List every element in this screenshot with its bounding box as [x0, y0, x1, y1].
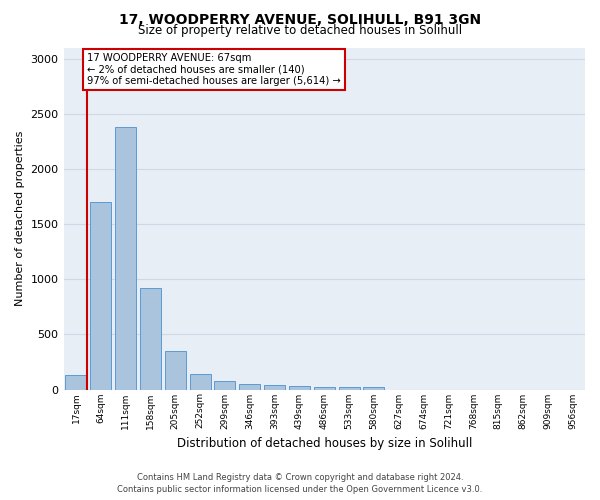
Bar — [90, 202, 112, 390]
Bar — [65, 375, 86, 390]
Text: Contains HM Land Registry data © Crown copyright and database right 2024.
Contai: Contains HM Land Registry data © Crown c… — [118, 472, 482, 494]
Text: 17 WOODPERRY AVENUE: 67sqm
← 2% of detached houses are smaller (140)
97% of semi: 17 WOODPERRY AVENUE: 67sqm ← 2% of detac… — [87, 53, 341, 86]
Bar — [364, 387, 385, 390]
Bar — [115, 127, 136, 390]
Bar — [214, 380, 235, 390]
Bar — [140, 288, 161, 390]
Bar — [338, 388, 359, 390]
Bar — [239, 384, 260, 390]
Bar — [190, 374, 211, 390]
Text: 17, WOODPERRY AVENUE, SOLIHULL, B91 3GN: 17, WOODPERRY AVENUE, SOLIHULL, B91 3GN — [119, 12, 481, 26]
X-axis label: Distribution of detached houses by size in Solihull: Distribution of detached houses by size … — [176, 437, 472, 450]
Bar — [289, 386, 310, 390]
Bar — [264, 384, 285, 390]
Bar — [314, 387, 335, 390]
Y-axis label: Number of detached properties: Number of detached properties — [15, 131, 25, 306]
Text: Size of property relative to detached houses in Solihull: Size of property relative to detached ho… — [138, 24, 462, 37]
Bar — [165, 351, 186, 390]
